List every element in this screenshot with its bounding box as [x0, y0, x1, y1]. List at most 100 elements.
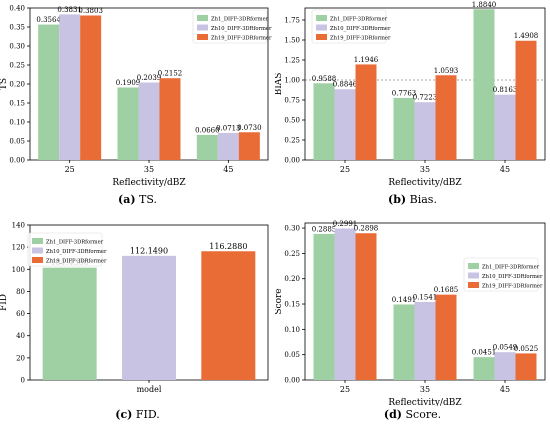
caption-text: TS.	[135, 193, 158, 206]
x-tick-label: 45	[500, 385, 510, 394]
legend-box	[192, 9, 268, 44]
y-tick-label: 0.25	[9, 62, 25, 70]
bar-bias-45-0	[473, 9, 495, 161]
y-tick-label: 140	[12, 222, 25, 230]
legend-box	[27, 232, 103, 267]
bar-value-label: 0.7223	[413, 94, 438, 102]
y-tick-label: 0.30	[9, 43, 25, 51]
bar-ts-35-1	[138, 82, 160, 160]
caption-text: FID.	[132, 408, 160, 421]
legend-box	[463, 257, 539, 292]
bar-value-label: 0.0730	[237, 124, 262, 132]
y-tick-label: 0.40	[9, 5, 25, 13]
bar-bias-35-2	[435, 75, 457, 160]
bar-value-label: 1.1946	[354, 56, 379, 64]
y-tick-label: 100	[12, 266, 25, 274]
bar-bias-35-1	[414, 102, 436, 160]
bar-ts-45-0	[196, 134, 218, 160]
y-axis-label: FID	[0, 294, 9, 311]
legend-swatch-2	[197, 34, 208, 40]
bar-value-label: 0.7763	[392, 89, 417, 97]
caption-tag: (c)	[115, 408, 133, 421]
bar-score-25-0	[313, 233, 335, 380]
y-tick-label: 0.25	[284, 250, 300, 258]
legend-entry: Zh10_DIFF-3DRformer	[482, 274, 543, 280]
y-tick-label: 0.05	[284, 351, 300, 359]
bar-value-label: 0.0549	[493, 344, 518, 352]
legend: Zh1_DIFF-3DRformer Zh10_DIFF-3DRformer Zh1…	[463, 257, 543, 292]
caption-tag: (d)	[383, 408, 402, 421]
legend-swatch-1	[316, 24, 327, 31]
bar-value-label: 0.0451	[472, 349, 497, 357]
bar-score-45-1	[494, 352, 516, 380]
chart-panel-score: 0.00 0.05 0.10 0.15 0.20 0.25 0.30 Score 0.2885 0…	[275, 213, 550, 406]
bias-bar-chart: 0.00 0.25 0.50 0.75 1.00 1.25 1.50 1.75 BIAS 0.95…	[275, 1, 546, 188]
bar-ts-25-1	[59, 14, 81, 161]
fid-bar-chart: 020406080100120140FID101.4380112.1490116…	[0, 222, 269, 394]
bar-ts-25-0	[38, 24, 60, 161]
legend: Zh1_DIFF-3DRformer Zh10_DIFF-3DRformer Zh1…	[192, 9, 272, 44]
bar-bias-25-2	[355, 64, 377, 160]
x-axis-label: Reflectivity/dBZ	[388, 178, 461, 188]
caption-score: (d) Score.	[275, 408, 550, 421]
bar-value-label: 0.1491	[392, 296, 417, 304]
bar-value-label: 0.0713	[216, 124, 241, 132]
legend-entry: Zh1_DIFF-3DRformer	[482, 265, 540, 271]
bar-score-45-2	[515, 353, 537, 380]
score-bar-chart: 0.000.050.100.150.200.250.30Score0.28850…	[275, 220, 546, 406]
bar-score-35-2	[435, 294, 457, 380]
bar-ts-45-2	[238, 132, 260, 160]
y-tick-label: 0.15	[9, 100, 25, 108]
y-tick-label: 0.75	[284, 97, 300, 105]
bar-value-label: 0.8846	[333, 81, 358, 89]
y-tick-label: 0.50	[284, 117, 300, 125]
legend-swatch-2	[316, 34, 327, 40]
bar-value-label: 0.2898	[354, 225, 379, 233]
bar-bias-45-2	[515, 40, 537, 160]
caption-text: Score.	[402, 408, 442, 421]
y-tick-label: 0.20	[9, 81, 25, 89]
caption-ts: (a) TS.	[0, 193, 275, 206]
x-tick-label: 45	[500, 165, 510, 174]
x-tick-label: 35	[144, 165, 154, 174]
bar-value-label: 0.1909	[116, 79, 141, 87]
bar-score-45-0	[473, 357, 495, 380]
chart-panel-fid: 020406080100120140FID101.4380112.1490116…	[0, 213, 275, 406]
bar-value-label: 0.0660	[195, 126, 220, 134]
x-axis-label: Reflectivity/dBZ	[112, 178, 185, 188]
x-tick-label: 45	[223, 165, 233, 174]
bar-value-label: 0.1541	[413, 293, 438, 301]
x-axis-label: Reflectivity/dBZ	[388, 398, 461, 406]
bar-fid-model-0	[42, 267, 97, 380]
y-axis-label: TS	[0, 78, 9, 90]
legend-entry: Zh19_DIFF-3DRformer	[482, 284, 543, 290]
bar-bias-25-0	[313, 83, 335, 160]
x-tick-label: model	[137, 385, 162, 394]
bar-value-label: 0.1685	[434, 286, 459, 294]
legend-swatch-1	[468, 272, 479, 279]
y-tick-label: 0.10	[9, 119, 25, 127]
legend-swatch-0	[316, 15, 327, 21]
bar-score-25-2	[355, 233, 377, 380]
y-tick-label: 1.00	[284, 77, 300, 85]
bar-value-label: 0.3803	[78, 7, 103, 15]
bar-score-35-1	[414, 301, 436, 380]
bar-bias-25-1	[334, 89, 356, 160]
bar-value-label: 0.2991	[333, 220, 358, 228]
y-tick-label: 80	[16, 288, 25, 296]
bar-ts-35-2	[159, 78, 181, 160]
x-tick-label: 25	[340, 385, 350, 394]
y-tick-label: 1.75	[284, 17, 300, 25]
bar-value-label: 112.1490	[130, 246, 168, 255]
legend-box	[311, 9, 387, 44]
bar-value-label: 1.4908	[514, 32, 539, 40]
y-tick-label: 0.20	[284, 275, 300, 283]
y-tick-label: 40	[16, 332, 25, 340]
legend-entry: Zh10_DIFF-3DRformer	[46, 249, 107, 255]
y-tick-label: 1.50	[284, 37, 300, 45]
y-tick-label: 0.30	[284, 225, 300, 233]
chart-panel-ts: 0.00 0.05 0.10 0.15 0.20 0.25 0.30 0.35 0.40 TS 0.…	[0, 0, 275, 192]
legend-entry: Zh10_DIFF-3DRformer	[330, 26, 391, 32]
bar-value-label: 0.0525	[514, 345, 539, 353]
bar-ts-35-0	[117, 87, 139, 160]
